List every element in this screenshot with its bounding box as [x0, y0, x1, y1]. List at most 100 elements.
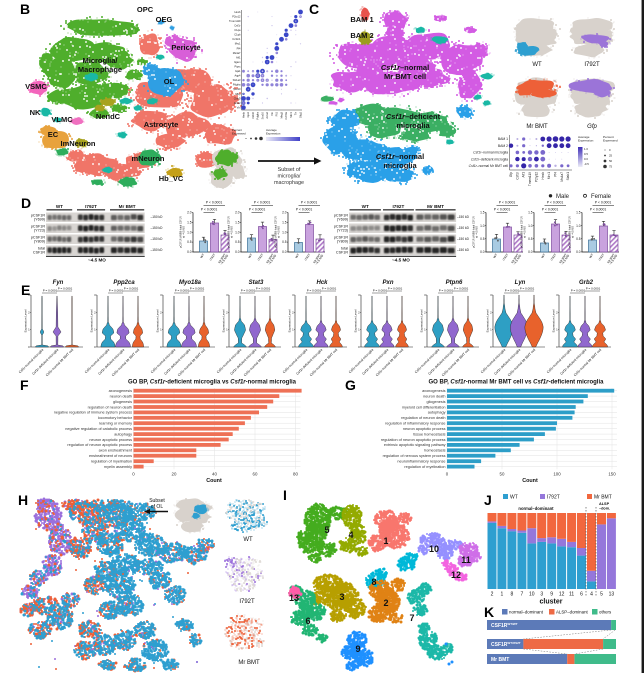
svg-text:Average: Average [578, 135, 590, 139]
svg-text:axonogenesis: axonogenesis [422, 389, 446, 393]
svg-text:Expressed: Expressed [603, 139, 618, 143]
svg-text:I792T: I792T [303, 253, 311, 262]
svg-text:11: 11 [569, 592, 574, 598]
svg-text:negative regulation of immune: negative regulation of immune system pro… [54, 411, 132, 415]
svg-text:microglia: microglia [383, 161, 417, 170]
svg-text:homeostasis: homeostasis [424, 449, 445, 453]
svg-text:Expression: Expression [578, 139, 594, 143]
svg-text:3: 3 [226, 293, 228, 297]
svg-text:P = 0.0001: P = 0.0001 [256, 287, 271, 291]
svg-text:P = 0.0001: P = 0.0001 [109, 289, 124, 293]
svg-text:I792T: I792T [393, 204, 405, 209]
svg-text:Stab1: Stab1 [566, 172, 570, 181]
svg-text:20: 20 [172, 471, 177, 476]
svg-text:Expressed: Expressed [232, 131, 246, 135]
svg-text:(Y809): (Y809) [337, 240, 348, 244]
svg-text:GO BP, Csf1r-deficient microgl: GO BP, Csf1r-deficient microglia vs Csf1… [128, 380, 297, 386]
svg-text:WT: WT [510, 495, 518, 501]
svg-text:locomotory behavior: locomotory behavior [98, 416, 133, 420]
svg-text:7: 7 [521, 592, 524, 598]
svg-text:0: 0 [28, 345, 30, 349]
svg-text:Expression Level: Expression Level [552, 309, 556, 332]
svg-text:3: 3 [424, 293, 426, 297]
svg-text:OPC: OPC [137, 5, 154, 14]
svg-text:K: K [484, 604, 494, 620]
svg-text:10: 10 [429, 544, 439, 554]
svg-text:2: 2 [358, 310, 360, 314]
svg-text:2: 2 [491, 592, 494, 598]
svg-text:3: 3 [540, 592, 543, 598]
svg-text:P2ry12: P2ry12 [232, 14, 241, 18]
svg-text:P = 0.0001: P = 0.0001 [241, 289, 256, 293]
svg-text:regulation of myelination: regulation of myelination [404, 465, 445, 469]
svg-text:ALSP: ALSP [599, 502, 610, 506]
svg-text:P = 0.0001: P = 0.0001 [439, 289, 454, 293]
svg-text:microglia/: microglia/ [277, 174, 301, 180]
svg-text:–150 kD: –150 kD [151, 237, 164, 241]
svg-text:Tmem119: Tmem119 [528, 172, 532, 186]
svg-text:Pericyte: Pericyte [171, 43, 200, 52]
svg-text:pCSF1R: pCSF1R [31, 236, 45, 240]
svg-text:Hck: Hck [316, 280, 328, 286]
svg-text:0: 0 [609, 148, 611, 152]
svg-text:1.0: 1.0 [235, 230, 240, 234]
svg-text:Grb2: Grb2 [579, 280, 594, 286]
svg-text:0.0: 0.0 [187, 250, 192, 254]
svg-text:Mr BMT cell: Mr BMT cell [384, 72, 426, 81]
svg-text:normal–dominant: normal–dominant [518, 506, 554, 511]
svg-text:WT: WT [247, 253, 253, 259]
svg-text:C: C [309, 1, 319, 17]
svg-text:–150 kD: –150 kD [151, 226, 164, 230]
svg-text:Gfp: Gfp [509, 172, 513, 177]
svg-text:80: 80 [293, 471, 298, 476]
svg-text:CSF1R: CSF1R [336, 251, 348, 255]
svg-text:50: 50 [609, 159, 613, 163]
svg-text:pCSF1R: pCSF1R [334, 236, 348, 240]
svg-text:Csf1r–normal: Csf1r–normal [381, 63, 429, 72]
svg-text:Acta2: Acta2 [234, 101, 241, 105]
svg-text:others: others [599, 610, 612, 615]
svg-text:~4.5 MO: ~4.5 MO [608, 253, 618, 266]
svg-text:P < 0.0001: P < 0.0001 [254, 201, 271, 205]
svg-text:P = 0.0001: P = 0.0001 [190, 287, 205, 291]
svg-text:P < 0.0001: P < 0.0001 [542, 208, 559, 212]
svg-text:Pf4: Pf4 [554, 172, 558, 177]
svg-text:Mr BMT: Mr BMT [265, 253, 275, 264]
svg-text:neuron apoptotic process: neuron apoptotic process [403, 427, 446, 431]
svg-text:2: 2 [383, 598, 388, 608]
svg-text:Ms4a7: Ms4a7 [560, 172, 564, 182]
svg-text:Csf1r: Csf1r [515, 171, 519, 180]
svg-text:Expression: Expression [266, 131, 281, 135]
svg-text:pCSF1R (Y699) /total CSF1R: pCSF1R (Y699) /total CSF1R [521, 216, 524, 248]
svg-text:Cldn5: Cldn5 [234, 96, 241, 100]
svg-text:WT: WT [294, 253, 300, 259]
svg-text:WT: WT [540, 253, 546, 259]
svg-text:B: B [20, 1, 30, 17]
svg-text:NK: NK [30, 108, 41, 117]
svg-text:negative regulation of catabol: negative regulation of catabolic process [65, 427, 132, 431]
svg-text:~4.5 MO: ~4.5 MO [512, 253, 522, 266]
svg-text:macrophage: macrophage [274, 180, 304, 186]
svg-text:D: D [21, 195, 31, 211]
svg-text:axon ensheathment: axon ensheathment [99, 449, 133, 453]
svg-text:WT: WT [588, 253, 594, 259]
svg-text:Gfp: Gfp [587, 124, 597, 130]
svg-text:Flt1: Flt1 [275, 111, 279, 116]
svg-text:3: 3 [490, 293, 492, 297]
svg-text:0.0: 0.0 [576, 250, 581, 254]
svg-text:Mrc1: Mrc1 [289, 111, 293, 117]
svg-text:1.5: 1.5 [528, 211, 533, 215]
svg-text:I792T: I792T [584, 62, 600, 68]
svg-text:BAM 1: BAM 1 [498, 137, 508, 141]
svg-text:Ms4a7: Ms4a7 [233, 51, 241, 55]
svg-text:mNeuron: mNeuron [132, 154, 165, 163]
svg-text:–150 kD: –150 kD [151, 215, 164, 219]
svg-text:2: 2 [424, 310, 426, 314]
svg-text:regulation of neuron death: regulation of neuron death [88, 405, 132, 409]
svg-text:Hb_VC: Hb_VC [159, 174, 184, 183]
svg-text:tissue homeostasis: tissue homeostasis [413, 432, 445, 436]
svg-text:1: 1 [94, 328, 96, 332]
svg-text:pCSF1R (Y699) /total CSF1R: pCSF1R (Y699) /total CSF1R [275, 216, 278, 248]
svg-text:1: 1 [383, 536, 388, 546]
svg-text:Csf1r: Csf1r [234, 24, 240, 28]
